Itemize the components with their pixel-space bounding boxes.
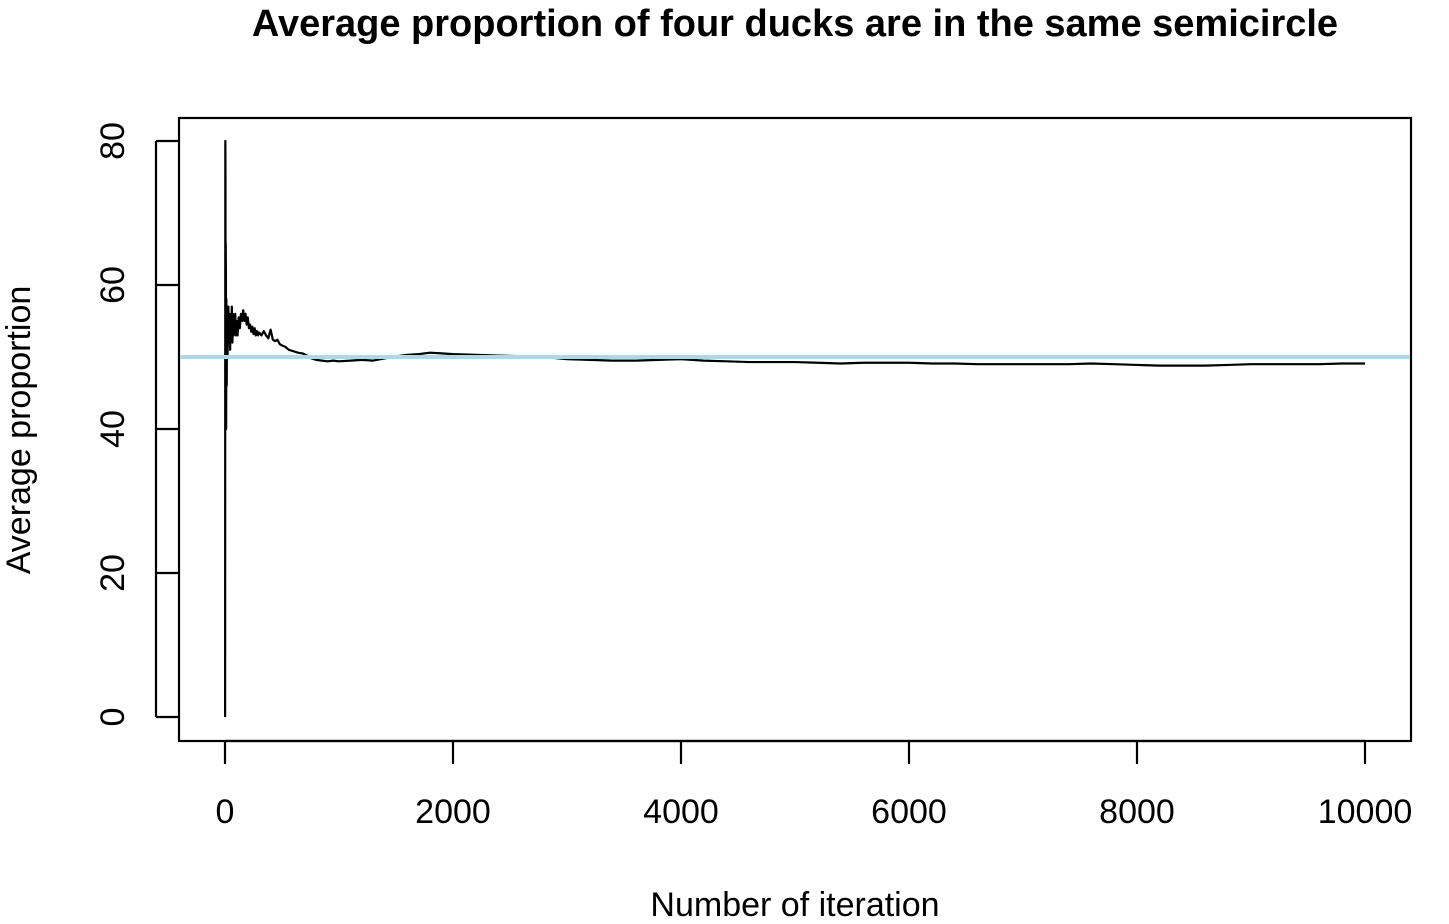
- x-tick-label: 6000: [871, 793, 947, 831]
- y-axis: 0 20 40 60 80: [94, 122, 179, 726]
- x-tick-label: 8000: [1099, 793, 1175, 831]
- y-tick-label: 40: [94, 410, 132, 448]
- y-tick-label: 60: [94, 266, 132, 304]
- plot-area: [180, 139, 1410, 718]
- x-axis: 0 2000 4000 6000 8000 10000: [216, 739, 1413, 831]
- y-axis-label: Average proportion: [0, 286, 38, 575]
- plot-frame: [177, 116, 1413, 743]
- x-tick-label: 2000: [415, 793, 491, 831]
- y-tick-label: 80: [94, 122, 132, 160]
- chart-title: Average proportion of four ducks are in …: [252, 3, 1338, 45]
- y-tick-label: 0: [94, 708, 132, 727]
- x-tick-label: 4000: [643, 793, 719, 831]
- y-tick-label: 20: [94, 554, 132, 592]
- x-axis-label: Number of iteration: [650, 886, 939, 924]
- x-tick-label: 0: [216, 793, 235, 831]
- series-line-running-average: [224, 139, 1365, 718]
- x-tick-label: 10000: [1318, 793, 1413, 831]
